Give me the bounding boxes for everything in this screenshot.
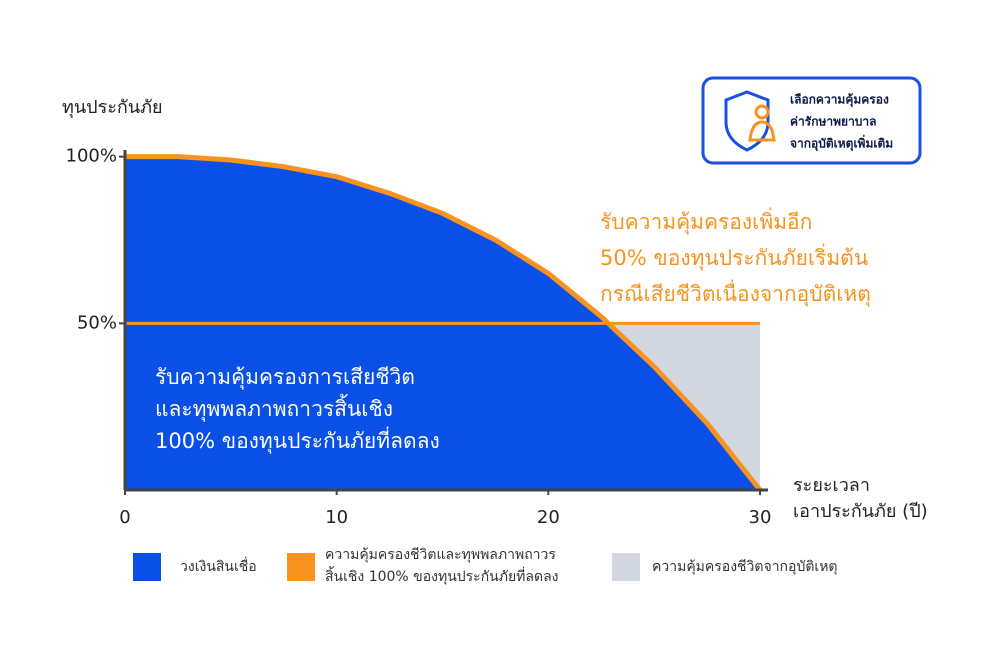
legend-label: ความคุ้มครองชีวิตและทุพพลภาพถาวร สิ้นเชิ…: [325, 547, 559, 585]
line: [125, 154, 762, 492]
legend-label: ความคุ้มครองชีวิตจากอุบัติเหตุ: [652, 559, 838, 575]
x-tick-label: 30: [749, 507, 772, 528]
annotation: และทุพพลภาพถาวรสิ้นเชิง: [155, 394, 393, 422]
legend-swatch: [133, 553, 161, 581]
x-tick-label: 0: [119, 507, 130, 528]
legend-swatch: [287, 553, 315, 581]
x-tick-label: 10: [325, 507, 348, 528]
person-icon: [748, 120, 776, 142]
annotation: กรณีเสียชีวิตเนื่องจากอุบัติเหตุ: [600, 279, 871, 307]
legend-swatch: [612, 553, 640, 581]
legend-label: วงเงินสินเชื่อ: [180, 559, 257, 575]
annotation: 100% ของทุนประกันภัยที่ลดลง: [155, 426, 440, 454]
shield-icon: [724, 90, 770, 152]
y-tick-label: 100%: [66, 146, 117, 167]
y-axis-label: ทุนประกันภัย: [62, 97, 163, 118]
badge-text: ค่ารักษาพยาบาล: [790, 115, 877, 129]
annotation: 50% ของทุนประกันภัยเริ่มต้น: [600, 243, 868, 271]
badge-text: จากอุบัติเหตุเพิ่มเติม: [790, 135, 893, 152]
x-tick-label: 20: [537, 507, 560, 528]
x-axis-label: ระยะเวลา: [793, 475, 870, 496]
y-tick-label: 50%: [77, 312, 117, 333]
x-axis-label: เอาประกันภัย (ปี): [793, 501, 928, 522]
annotation: รับความคุ้มครองการเสียชีวิต: [155, 365, 415, 390]
badge: [701, 76, 922, 165]
person-icon: [754, 104, 770, 120]
badge-text: เลือกความคุ้มครอง: [790, 93, 889, 108]
annotation: รับความคุ้มครองเพิ่มอีก: [600, 207, 812, 235]
